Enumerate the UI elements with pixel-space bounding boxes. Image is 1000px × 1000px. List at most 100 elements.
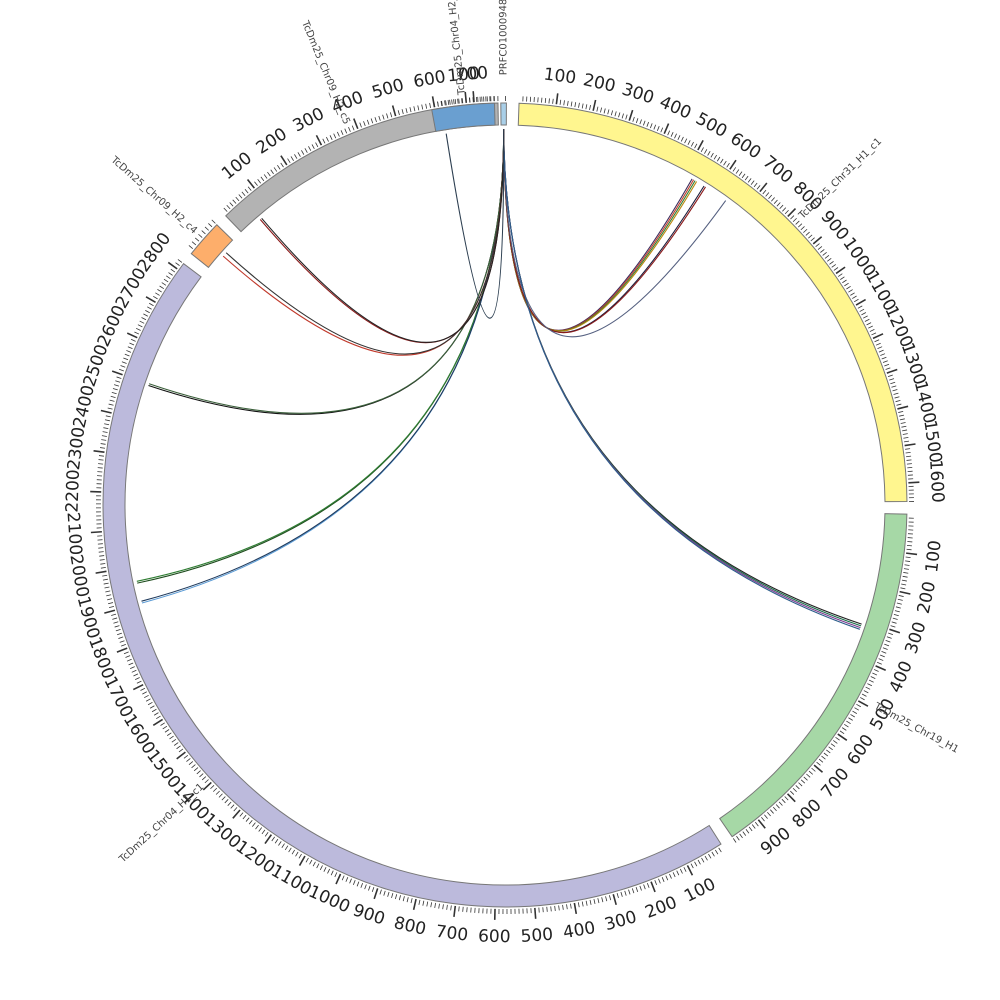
minor-tick [806, 773, 811, 778]
minor-tick [305, 857, 309, 863]
minor-tick [352, 880, 356, 885]
minor-tick [868, 679, 874, 683]
minor-tick [903, 572, 909, 574]
minor-tick [882, 360, 888, 363]
minor-tick [708, 853, 712, 859]
minor-tick [120, 365, 126, 368]
tick-label: 100 [446, 63, 480, 86]
minor-tick [457, 98, 459, 104]
minor-tick [221, 796, 226, 801]
minor-tick [107, 407, 113, 410]
minor-tick [797, 223, 803, 228]
minor-tick [761, 816, 765, 822]
minor-tick [857, 305, 863, 309]
minor-tick [295, 851, 299, 857]
minor-tick [255, 824, 259, 830]
minor-tick [227, 801, 232, 806]
major-tick [886, 368, 898, 374]
minor-tick [859, 308, 865, 312]
minor-tick [877, 346, 883, 349]
minor-tick [646, 882, 650, 888]
minor-tick [821, 755, 826, 760]
minor-tick [835, 736, 840, 741]
minor-tick [442, 904, 444, 910]
minor-tick [201, 230, 206, 235]
minor-tick [173, 742, 179, 746]
major-tick [353, 118, 359, 130]
minor-tick [798, 782, 803, 787]
major-tick [391, 105, 397, 117]
tick-label: 1800 [84, 634, 118, 682]
minor-tick [451, 99, 453, 105]
minor-tick [885, 640, 891, 643]
minor-tick [199, 773, 204, 778]
minor-tick [112, 388, 118, 391]
minor-tick [126, 350, 132, 353]
minor-tick [291, 849, 296, 855]
major-tick [298, 855, 306, 866]
segment-band-tcdm25-chr04-h2-c4 [431, 102, 496, 132]
minor-tick [902, 433, 908, 435]
minor-tick [618, 112, 621, 118]
minor-tick [906, 455, 912, 458]
major-tick [453, 905, 457, 917]
minor-tick [441, 100, 443, 106]
minor-tick [413, 106, 416, 112]
minor-tick [768, 194, 773, 200]
minor-tick [567, 100, 569, 106]
minor-tick [839, 730, 845, 734]
minor-tick [410, 898, 413, 904]
minor-tick [437, 101, 439, 107]
tick-label: 1500 [919, 419, 945, 465]
major-tick [126, 332, 138, 339]
minor-tick [900, 587, 906, 590]
minor-tick [898, 411, 904, 413]
minor-tick [880, 353, 886, 356]
minor-tick [351, 125, 355, 131]
minor-tick [902, 429, 908, 432]
major-tick [787, 208, 797, 218]
major-tick [573, 902, 578, 914]
minor-tick [854, 707, 860, 711]
tick-label: 1000 [305, 882, 353, 918]
minor-tick [674, 133, 677, 139]
minor-tick [628, 889, 631, 895]
minor-tick [882, 647, 888, 650]
minor-tick [548, 98, 550, 104]
minor-tick [301, 150, 305, 155]
tick-label: 2300 [64, 426, 89, 472]
minor-tick [624, 890, 627, 896]
tick-label: 300 [902, 619, 931, 656]
minor-tick [104, 423, 110, 426]
minor-tick [104, 586, 110, 589]
minor-tick [850, 292, 855, 296]
minor-tick [458, 906, 460, 912]
major-tick [697, 139, 704, 151]
minor-tick [145, 309, 150, 314]
major-tick [650, 881, 656, 893]
minor-tick [610, 110, 614, 116]
minor-tick [327, 868, 331, 874]
minor-tick [278, 841, 282, 846]
minor-tick [620, 891, 623, 897]
minor-tick [879, 654, 885, 658]
minor-tick [107, 598, 113, 601]
major-tick [786, 793, 796, 803]
minor-tick [453, 99, 455, 105]
minor-tick [905, 448, 911, 450]
minor-tick [345, 877, 349, 882]
major-tick [813, 764, 824, 773]
minor-tick [891, 385, 897, 388]
tick-label: 2100 [63, 511, 86, 555]
tick-label: 600 [726, 129, 764, 164]
minor-tick [297, 152, 301, 157]
link-tcdm25-chr04-h1-c1 [141, 128, 505, 602]
minor-tick [779, 204, 784, 210]
minor-tick [426, 901, 429, 907]
minor-tick [201, 776, 207, 781]
minor-tick [394, 894, 398, 900]
minor-tick [163, 278, 169, 283]
minor-tick [865, 686, 871, 690]
minor-tick [884, 643, 890, 647]
minor-tick [368, 885, 371, 891]
